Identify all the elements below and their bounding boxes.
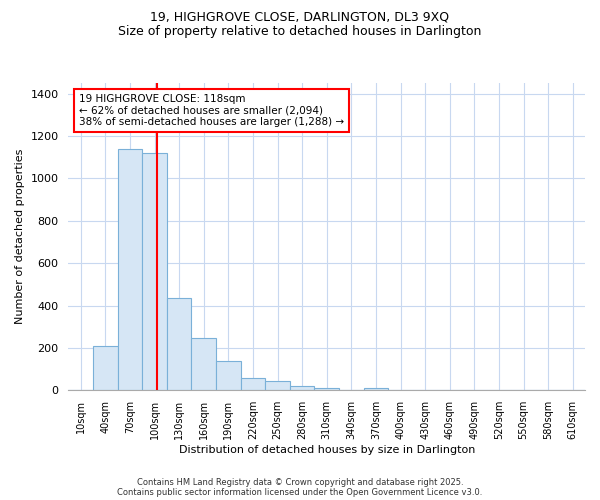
Bar [118,148,142,390]
Bar [265,381,290,390]
Bar [241,378,265,390]
Bar [290,386,314,390]
Bar [314,388,339,390]
Text: 19, HIGHGROVE CLOSE, DARLINGTON, DL3 9XQ
Size of property relative to detached h: 19, HIGHGROVE CLOSE, DARLINGTON, DL3 9XQ… [118,10,482,38]
X-axis label: Distribution of detached houses by size in Darlington: Distribution of detached houses by size … [179,445,475,455]
Text: 19 HIGHGROVE CLOSE: 118sqm
← 62% of detached houses are smaller (2,094)
38% of s: 19 HIGHGROVE CLOSE: 118sqm ← 62% of deta… [79,94,344,127]
Bar [191,338,216,390]
Bar [364,388,388,390]
Text: Contains HM Land Registry data © Crown copyright and database right 2025.
Contai: Contains HM Land Registry data © Crown c… [118,478,482,497]
Bar [167,298,191,390]
Bar [93,346,118,391]
Bar [142,153,167,390]
Y-axis label: Number of detached properties: Number of detached properties [15,149,25,324]
Bar [216,360,241,390]
